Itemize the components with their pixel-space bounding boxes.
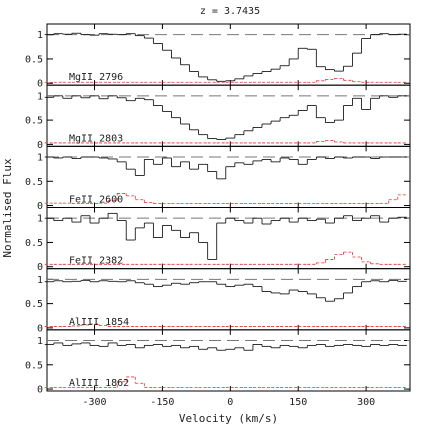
y-tick-label: 0 — [37, 323, 43, 334]
y-tick-label: 0.5 — [25, 54, 43, 65]
panel-frame — [46, 329, 411, 392]
line-label: AlIII 1862 — [69, 378, 129, 389]
y-tick-label: 1 — [37, 336, 43, 347]
x-tick-label: -300 — [82, 397, 106, 408]
chart-title: z = 3.7435 — [200, 6, 260, 17]
y-tick-label: 1 — [37, 275, 43, 286]
line-label: AlIII 1854 — [69, 317, 129, 328]
y-tick-label: 0.5 — [25, 116, 43, 127]
y-tick-label: 0.5 — [25, 238, 43, 249]
y-tick-label: 0 — [37, 385, 43, 396]
y-tick-label: 1 — [37, 30, 43, 41]
line-label: MgII 2796 — [69, 72, 123, 83]
y-tick-label: 1 — [37, 153, 43, 164]
y-tick-label: 0 — [37, 140, 43, 151]
y-tick-label: 0 — [37, 79, 43, 90]
x-tick-label: 0 — [227, 397, 233, 408]
x-axis-label: Velocity (km/s) — [179, 412, 278, 425]
y-tick-label: 1 — [37, 91, 43, 102]
y-tick-label: 0.5 — [25, 177, 43, 188]
y-tick-label: 0.5 — [25, 299, 43, 310]
x-tick-label: 150 — [289, 397, 307, 408]
y-tick-label: 1 — [37, 214, 43, 225]
y-axis-label: Normalised Flux — [1, 158, 14, 258]
line-label: MgII 2803 — [69, 133, 123, 144]
y-tick-label: 0 — [37, 201, 43, 212]
x-tick-label: -150 — [150, 397, 174, 408]
y-tick-label: 0.5 — [25, 360, 43, 371]
line-label: FeII 2382 — [69, 256, 123, 267]
line-label: FeII 2600 — [69, 195, 123, 206]
x-tick-label: 300 — [357, 397, 375, 408]
y-tick-label: 0 — [37, 262, 43, 273]
